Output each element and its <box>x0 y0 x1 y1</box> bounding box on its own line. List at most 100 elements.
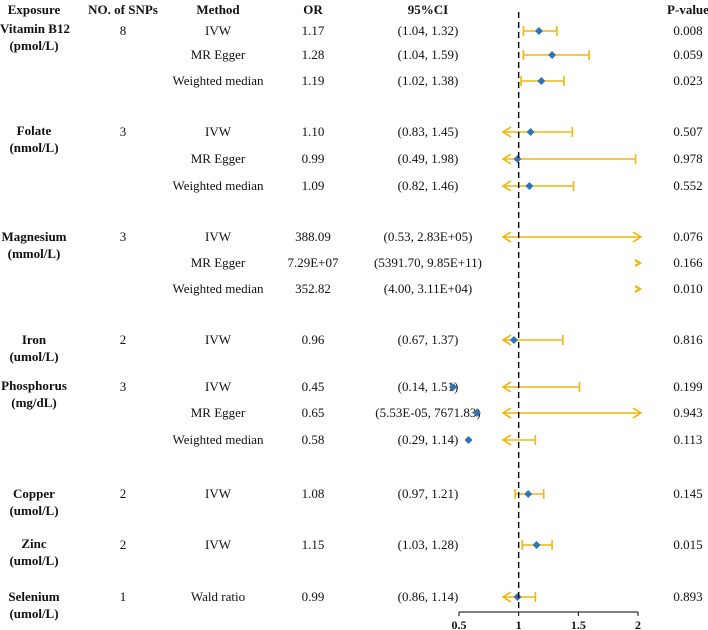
header-exposure: Exposure <box>7 2 61 17</box>
exposure-name: Zinc <box>21 536 47 551</box>
pvalue-cell: 0.059 <box>673 47 703 62</box>
pvalue-cell: 0.015 <box>673 537 703 552</box>
method-cell: Weighted median <box>172 73 264 88</box>
estimate-point <box>513 155 522 163</box>
method-cell: MR Egger <box>190 255 246 270</box>
exposure-label: Copper (umol/L) <box>0 485 68 519</box>
method-cell: IVW <box>205 23 231 38</box>
estimate-point <box>524 490 533 498</box>
pvalue-cell: 0.943 <box>673 405 703 420</box>
method-cell: MR Egger <box>190 47 246 62</box>
ci-cell: (1.04, 1.32) <box>397 23 459 38</box>
ci-left-arrow <box>501 153 512 165</box>
pvalue-cell: 0.008 <box>673 23 703 38</box>
x-axis-tick-label: 0.5 <box>452 618 467 630</box>
exposure-name: Copper <box>13 486 55 501</box>
or-cell: 352.82 <box>295 281 331 296</box>
method-cell: IVW <box>205 486 231 501</box>
ci-cell: (1.03, 1.28) <box>397 537 459 552</box>
pvalue-cell: 0.076 <box>673 229 703 244</box>
exposure-unit: (mg/dL) <box>11 395 57 410</box>
method-cell: IVW <box>205 332 231 347</box>
or-cell: 1.15 <box>301 537 325 552</box>
snp-count: 2 <box>119 486 127 501</box>
pvalue-cell: 0.166 <box>673 255 703 270</box>
method-cell: IVW <box>205 537 231 552</box>
snp-count: 2 <box>119 537 127 552</box>
ci-cell: (0.53, 2.83E+05) <box>383 229 473 244</box>
or-cell: 0.58 <box>301 432 325 447</box>
ci-offscale-arrow <box>634 259 643 267</box>
snp-count: 3 <box>119 379 127 394</box>
method-cell: IVW <box>205 379 231 394</box>
pvalue-cell: 0.552 <box>673 178 703 193</box>
pvalue-cell: 0.507 <box>673 124 703 139</box>
method-cell: IVW <box>205 124 231 139</box>
exposure-name: Magnesium <box>1 229 67 244</box>
ci-cell: (5391.70, 9.85E+11) <box>374 255 482 270</box>
estimate-point <box>464 436 473 444</box>
ci-right-arrow <box>632 407 643 419</box>
estimate-point <box>513 593 522 601</box>
ci-left-arrow <box>501 180 512 192</box>
ci-cell: (1.04, 1.59) <box>397 47 459 62</box>
pvalue-cell: 0.199 <box>673 379 703 394</box>
or-cell: 0.99 <box>301 589 325 604</box>
snp-count: 3 <box>119 229 127 244</box>
ci-cell: (0.97, 1.21) <box>397 486 459 501</box>
estimate-point <box>526 128 535 136</box>
exposure-label: Selenium (umol/L) <box>0 588 68 622</box>
ci-left-arrow <box>501 434 512 446</box>
x-axis-tick-label: 1.5 <box>571 618 586 630</box>
ci-cell: (0.82, 1.46) <box>397 178 459 193</box>
exposure-label: Magnesium (mmol/L) <box>0 228 68 262</box>
method-cell: Weighted median <box>172 281 264 296</box>
ci-left-arrow <box>501 334 512 346</box>
ci-left-arrow <box>501 126 512 138</box>
pvalue-cell: 0.893 <box>673 589 703 604</box>
snp-count: 2 <box>119 332 127 347</box>
x-axis-tick-label: 1 <box>516 618 522 630</box>
exposure-unit: (pmol/L) <box>9 38 59 53</box>
ci-cell: (0.83, 1.45) <box>397 124 459 139</box>
ci-cell: (0.14, 1.51) <box>397 379 459 394</box>
or-cell: 0.96 <box>301 332 325 347</box>
snp-count: 8 <box>119 23 127 38</box>
pvalue-cell: 0.113 <box>673 432 703 447</box>
estimate-point <box>548 51 557 59</box>
x-axis-tick-label: 2 <box>635 618 641 630</box>
method-cell: MR Egger <box>190 405 246 420</box>
exposure-name: Iron <box>21 332 47 347</box>
exposure-unit: (umol/L) <box>9 606 59 621</box>
exposure-unit: (umol/L) <box>9 553 59 568</box>
or-cell: 1.17 <box>301 23 325 38</box>
exposure-label: Vitamin B12 (pmol/L) <box>0 20 70 54</box>
header-ci: 95%CI <box>407 2 449 17</box>
pvalue-cell: 0.010 <box>673 281 703 296</box>
or-cell: 0.99 <box>301 151 325 166</box>
ci-cell: (0.86, 1.14) <box>397 589 459 604</box>
exposure-label: Phosphorus (mg/dL) <box>0 377 68 411</box>
exposure-name: Vitamin B12 <box>0 21 70 36</box>
or-cell: 388.09 <box>295 229 331 244</box>
pvalue-cell: 0.145 <box>673 486 703 501</box>
exposure-name: Selenium <box>8 589 60 604</box>
ci-cell: (4.00, 3.11E+04) <box>383 281 473 296</box>
exposure-label: Iron (umol/L) <box>0 331 68 365</box>
or-cell: 1.09 <box>301 178 325 193</box>
ci-right-arrow <box>632 231 643 243</box>
ci-cell: (0.49, 1.98) <box>397 151 459 166</box>
or-cell: 1.10 <box>301 124 325 139</box>
method-cell: Wald ratio <box>190 589 246 604</box>
header-or: OR <box>303 2 323 17</box>
ci-cell: (5.53E-05, 7671.83) <box>375 405 481 420</box>
snp-count: 1 <box>119 589 127 604</box>
estimate-point <box>509 336 518 344</box>
ci-cell: (1.02, 1.38) <box>397 73 459 88</box>
estimate-point <box>525 182 534 190</box>
method-cell: Weighted median <box>172 178 264 193</box>
method-cell: Weighted median <box>172 432 264 447</box>
or-cell: 0.65 <box>301 405 325 420</box>
